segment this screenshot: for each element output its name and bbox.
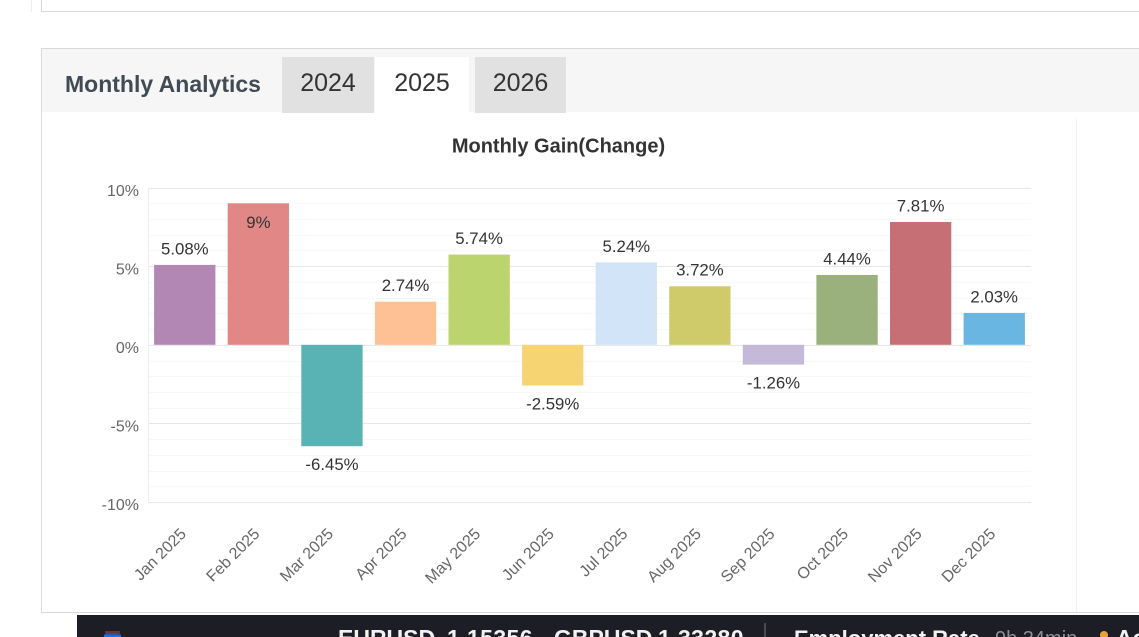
svg-text:Aug 2025: Aug 2025 — [644, 526, 705, 587]
svg-text:Apr 2025: Apr 2025 — [353, 526, 411, 584]
svg-text:Jun 2025: Jun 2025 — [499, 526, 558, 585]
svg-text:Feb 2025: Feb 2025 — [204, 526, 264, 586]
svg-text:2.03%: 2.03% — [970, 287, 1018, 306]
svg-text:-2.59%: -2.59% — [526, 394, 579, 413]
svg-text:Jul 2025: Jul 2025 — [577, 526, 632, 581]
svg-text:3.72%: 3.72% — [676, 261, 724, 280]
svg-text:5.24%: 5.24% — [603, 237, 651, 256]
svg-text:5.74%: 5.74% — [455, 229, 503, 248]
svg-text:9%: 9% — [246, 213, 270, 232]
svg-text:Jan 2025: Jan 2025 — [131, 526, 190, 585]
svg-text:5.08%: 5.08% — [161, 239, 209, 258]
svg-text:10%: 10% — [107, 183, 139, 200]
svg-text:-10%: -10% — [102, 497, 139, 514]
svg-text:Oct 2025: Oct 2025 — [794, 526, 852, 584]
svg-text:Dec 2025: Dec 2025 — [939, 526, 1000, 587]
svg-text:Monthly Gain(Change): Monthly Gain(Change) — [452, 135, 665, 157]
svg-text:4.44%: 4.44% — [823, 249, 871, 268]
svg-text:0%: 0% — [116, 340, 139, 357]
svg-text:5%: 5% — [116, 261, 139, 278]
svg-text:-1.26%: -1.26% — [747, 373, 800, 392]
svg-text:Nov 2025: Nov 2025 — [865, 526, 926, 587]
svg-text:7.81%: 7.81% — [897, 196, 945, 215]
svg-text:2.74%: 2.74% — [382, 276, 430, 295]
svg-text:Mar 2025: Mar 2025 — [277, 526, 337, 586]
svg-text:-5%: -5% — [111, 419, 139, 436]
svg-text:May 2025: May 2025 — [422, 526, 484, 588]
svg-text:-6.45%: -6.45% — [305, 455, 358, 474]
svg-text:Sep 2025: Sep 2025 — [718, 526, 779, 587]
